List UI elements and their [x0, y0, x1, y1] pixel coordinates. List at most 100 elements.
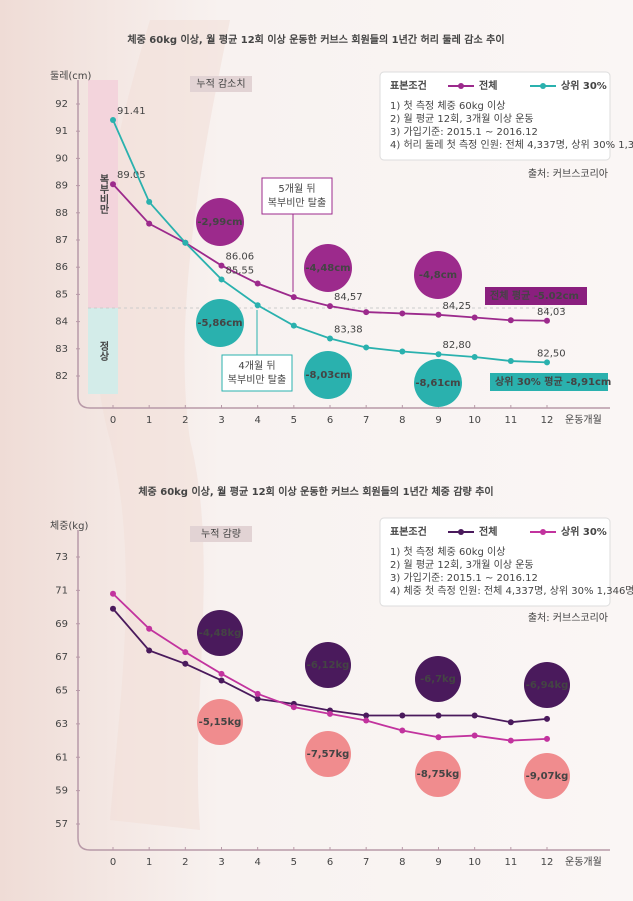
data-point	[254, 690, 261, 697]
data-point	[544, 715, 550, 722]
legend-title: 표본조건	[390, 79, 427, 92]
bubble-label: -6,12kg	[307, 660, 350, 671]
y-tick-label: 88	[55, 208, 68, 219]
y-tick-label: 87	[55, 235, 68, 246]
data-point	[435, 351, 442, 358]
data-point	[363, 717, 370, 724]
data-point	[218, 677, 225, 684]
x-tick-label: 2	[182, 857, 188, 868]
legend-box	[379, 71, 611, 161]
bubble	[196, 198, 244, 246]
data-point	[471, 353, 478, 360]
data-point	[110, 181, 116, 188]
note: 1) 첫 측정 체중 60kg 이상	[390, 546, 505, 558]
x-tick-label: 2	[182, 415, 188, 426]
value-label: 84,57	[334, 292, 363, 303]
bubble	[304, 244, 352, 292]
callout-text: 복부비만 탈출	[268, 196, 326, 209]
x-tick-label: 10	[468, 857, 481, 868]
x-tick-label: 12	[541, 415, 554, 426]
value-label: 82,80	[443, 340, 472, 351]
annotation-title-bg	[190, 76, 252, 92]
callout-text: 4개월 뒤	[238, 360, 275, 372]
bubble-label: -6,94kg	[526, 680, 569, 691]
data-point	[507, 317, 514, 324]
average-box	[485, 287, 587, 305]
bubble-label: -5,15kg	[199, 717, 242, 728]
x-tick-label: 4	[254, 415, 260, 426]
data-point	[435, 712, 442, 719]
bubble	[197, 610, 243, 656]
data-point	[471, 732, 478, 739]
bubble-label: -8,61cm	[415, 378, 460, 389]
x-tick-label: 8	[399, 857, 405, 868]
x-tick-label: 1	[146, 415, 152, 426]
y-tick-label: 90	[55, 153, 68, 164]
bubble-label: -8,75kg	[417, 769, 460, 780]
data-point	[254, 695, 261, 702]
bubble	[415, 751, 461, 797]
value-label: 89.05	[117, 170, 146, 181]
legend-marker	[458, 83, 464, 89]
data-point	[507, 358, 514, 365]
y-tick-label: 61	[55, 752, 68, 763]
x-tick-label: 1	[146, 857, 152, 868]
note: 2) 월 평균 12회, 3개월 이상 운동	[390, 559, 534, 571]
data-point	[544, 735, 550, 742]
bubble	[305, 731, 351, 777]
x-tick-label: 7	[363, 415, 369, 426]
bubble-label: -6,7kg	[420, 674, 456, 685]
x-tick-label: 4	[254, 857, 260, 868]
data-point	[290, 294, 297, 301]
data-point	[399, 727, 406, 734]
bubble-label: -9,07kg	[526, 771, 569, 782]
data-point	[182, 239, 189, 246]
x-axis-label: 운동개월	[565, 856, 602, 868]
y-tick-label: 69	[55, 619, 68, 630]
annotation-title-bg	[190, 526, 252, 542]
callout-text: 복부비만 탈출	[228, 373, 286, 386]
data-point	[254, 280, 261, 287]
legend-title: 표본조건	[390, 525, 427, 538]
chart-title: 체중 60kg 이상, 월 평균 12회 이상 운동한 커브스 회원들의 1년간…	[138, 485, 493, 498]
data-point	[399, 712, 406, 719]
data-point	[327, 710, 333, 717]
data-point	[218, 670, 225, 677]
bubble-label: -4,8cm	[419, 270, 457, 281]
y-tick-label: 92	[55, 99, 68, 110]
axis-frame	[77, 80, 610, 409]
axis-frame	[77, 530, 610, 851]
data-point	[110, 605, 116, 612]
bubble	[414, 359, 462, 407]
bubble-label: -5,86cm	[197, 318, 242, 329]
legend-marker	[540, 83, 546, 89]
x-tick-label: 12	[541, 857, 554, 868]
data-point	[110, 590, 116, 597]
data-point	[399, 348, 406, 355]
callout-box	[221, 354, 293, 392]
x-tick-label: 11	[504, 857, 517, 868]
legend-label: 상위 30%	[561, 525, 607, 538]
data-point	[471, 314, 478, 321]
data-point	[435, 734, 442, 741]
value-label: 83,38	[334, 324, 363, 335]
x-tick-label: 5	[291, 857, 297, 868]
x-tick-label: 3	[218, 857, 224, 868]
bubble	[524, 662, 570, 708]
y-tick-label: 82	[55, 371, 68, 382]
y-tick-label: 67	[55, 652, 68, 663]
bubble	[414, 251, 462, 299]
data-point	[254, 302, 261, 309]
data-point	[363, 712, 370, 719]
note: 3) 가입기준: 2015.1 ~ 2016.12	[390, 571, 538, 584]
x-tick-label: 8	[399, 415, 405, 426]
x-tick-label: 5	[291, 415, 297, 426]
annotation-title: 누적 감소치	[196, 78, 245, 90]
data-point	[507, 719, 514, 726]
callout-text: 5개월 뒤	[278, 183, 315, 195]
data-point	[146, 198, 153, 205]
bubble	[524, 753, 570, 799]
y-tick-label: 89	[55, 181, 68, 192]
note: 4) 체중 첫 측정 인원: 전체 4,337명, 상위 30% 1,346명	[390, 584, 633, 597]
y-tick-label: 71	[55, 585, 68, 596]
